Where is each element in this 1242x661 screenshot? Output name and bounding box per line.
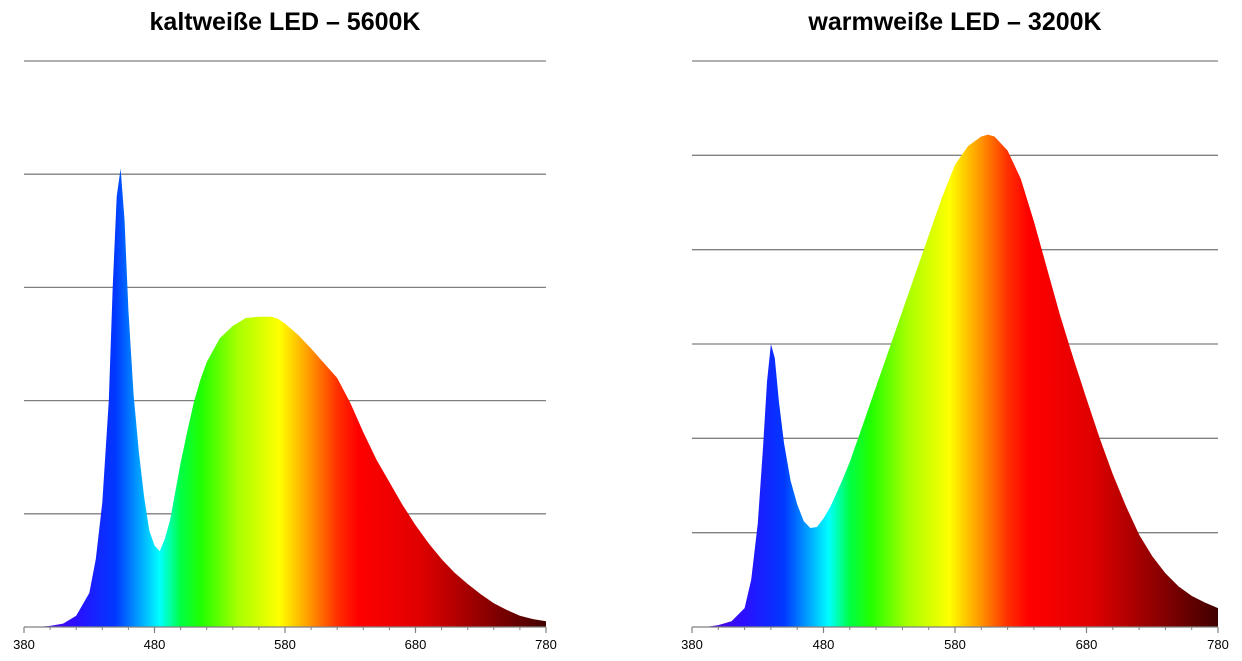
- x-tick-label-580: 580: [274, 637, 296, 652]
- chart-title-right: warmweiße LED – 3200K: [808, 8, 1102, 36]
- x-tick-label-480: 480: [813, 637, 835, 652]
- x-tick-label-380: 380: [13, 637, 35, 652]
- x-tick-label-780: 780: [1207, 637, 1229, 652]
- x-tick-label-380: 380: [681, 637, 703, 652]
- chart-title-left: kaltweiße LED – 5600K: [149, 8, 421, 36]
- chart-warmweiss: 380 480 580 680 780: [681, 60, 1229, 652]
- x-tick-label-680: 680: [405, 637, 427, 652]
- x-tick-label-580: 580: [944, 637, 966, 652]
- x-tick-label-480: 480: [144, 637, 166, 652]
- spectrum-area: [692, 134, 1218, 627]
- chart-kaltweiss: 380 480 580 680 780: [13, 60, 557, 652]
- x-tick-label-680: 680: [1076, 637, 1098, 652]
- spectrum-area: [24, 168, 546, 627]
- x-tick-label-780: 780: [535, 637, 557, 652]
